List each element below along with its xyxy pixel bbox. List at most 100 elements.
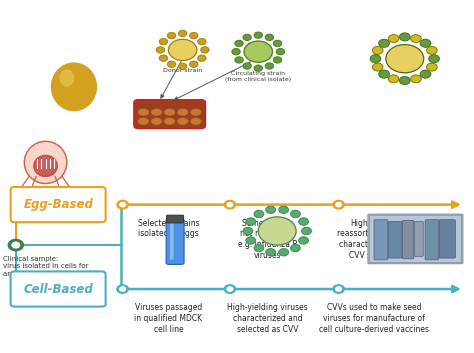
Circle shape xyxy=(243,227,253,234)
FancyBboxPatch shape xyxy=(388,221,402,258)
Circle shape xyxy=(265,63,273,69)
FancyBboxPatch shape xyxy=(414,221,423,256)
Ellipse shape xyxy=(152,119,161,124)
Text: High-yielding viruses
characterized and
selected as CVV: High-yielding viruses characterized and … xyxy=(228,303,308,334)
Circle shape xyxy=(167,61,175,67)
Circle shape xyxy=(373,47,383,54)
Circle shape xyxy=(420,70,431,78)
Circle shape xyxy=(224,201,236,209)
FancyBboxPatch shape xyxy=(374,220,388,260)
Circle shape xyxy=(370,55,381,62)
Circle shape xyxy=(198,55,206,61)
Text: Cell-Based: Cell-Based xyxy=(24,282,93,295)
Circle shape xyxy=(265,34,273,40)
Text: CVVs used to make seed
viruses for manufacture of
cell culture-derived vaccines: CVVs used to make seed viruses for manuf… xyxy=(319,303,429,334)
Circle shape xyxy=(198,39,206,44)
FancyBboxPatch shape xyxy=(134,100,205,128)
Circle shape xyxy=(291,210,300,217)
Circle shape xyxy=(244,41,273,62)
Text: Viruses passaged
in qualified MDCK
cell line: Viruses passaged in qualified MDCK cell … xyxy=(135,303,202,334)
Circle shape xyxy=(179,30,187,36)
Circle shape xyxy=(179,64,187,70)
Circle shape xyxy=(232,49,240,55)
Circle shape xyxy=(243,34,251,40)
Ellipse shape xyxy=(165,119,174,124)
Circle shape xyxy=(117,201,128,209)
Text: Egg-Based: Egg-Based xyxy=(23,198,93,211)
Circle shape xyxy=(156,47,164,53)
Circle shape xyxy=(427,63,437,71)
Ellipse shape xyxy=(178,119,188,124)
FancyBboxPatch shape xyxy=(166,219,184,264)
Ellipse shape xyxy=(139,119,148,124)
Circle shape xyxy=(201,47,209,53)
Ellipse shape xyxy=(52,63,96,110)
Circle shape xyxy=(379,70,389,78)
Text: Donor strain: Donor strain xyxy=(163,67,202,72)
Circle shape xyxy=(120,203,126,207)
Circle shape xyxy=(273,41,282,46)
Ellipse shape xyxy=(24,141,67,184)
Circle shape xyxy=(266,206,275,213)
Circle shape xyxy=(420,40,431,47)
Circle shape xyxy=(333,201,344,209)
Text: Some viruses
not reassorted
e.g. influenza B
viruses: Some viruses not reassorted e.g. influen… xyxy=(238,219,298,260)
FancyBboxPatch shape xyxy=(368,214,463,264)
Circle shape xyxy=(235,41,243,46)
Circle shape xyxy=(299,237,308,244)
Circle shape xyxy=(190,61,198,67)
Circle shape xyxy=(12,242,19,248)
Circle shape xyxy=(117,285,128,293)
Circle shape xyxy=(258,217,296,245)
Circle shape xyxy=(168,40,197,60)
Circle shape xyxy=(379,40,389,47)
Circle shape xyxy=(299,218,308,225)
Circle shape xyxy=(159,39,167,44)
FancyBboxPatch shape xyxy=(170,223,173,259)
Circle shape xyxy=(336,287,341,291)
Ellipse shape xyxy=(165,109,174,115)
Circle shape xyxy=(302,227,311,234)
Circle shape xyxy=(411,35,421,42)
Circle shape xyxy=(266,249,275,256)
Circle shape xyxy=(411,75,421,83)
Circle shape xyxy=(279,249,288,256)
Circle shape xyxy=(227,203,233,207)
Circle shape xyxy=(254,210,264,217)
Circle shape xyxy=(120,287,126,291)
Circle shape xyxy=(224,285,236,293)
Circle shape xyxy=(279,206,288,213)
Circle shape xyxy=(333,285,344,293)
Text: Circulating strain
(from clinical isolate): Circulating strain (from clinical isolat… xyxy=(225,71,292,82)
Circle shape xyxy=(167,32,175,38)
Circle shape xyxy=(427,47,437,54)
Circle shape xyxy=(429,55,439,62)
Circle shape xyxy=(336,203,341,207)
Circle shape xyxy=(235,57,243,63)
Ellipse shape xyxy=(178,109,188,115)
Circle shape xyxy=(400,77,410,84)
Ellipse shape xyxy=(191,119,201,124)
FancyBboxPatch shape xyxy=(425,220,439,260)
Ellipse shape xyxy=(191,109,201,115)
Circle shape xyxy=(8,239,23,251)
Circle shape xyxy=(190,32,198,38)
Ellipse shape xyxy=(60,70,73,86)
Text: Clinical sample:
virus isolated in cells for
antigenic characterizaion: Clinical sample: virus isolated in cells… xyxy=(3,256,92,277)
Circle shape xyxy=(276,49,284,55)
Circle shape xyxy=(373,63,383,71)
Circle shape xyxy=(227,287,233,291)
Circle shape xyxy=(159,55,167,61)
Ellipse shape xyxy=(34,155,57,176)
Circle shape xyxy=(246,237,255,244)
FancyBboxPatch shape xyxy=(10,271,106,307)
Text: Selected strains
isolated in eggs: Selected strains isolated in eggs xyxy=(137,219,199,238)
Circle shape xyxy=(388,75,399,83)
Circle shape xyxy=(243,63,251,69)
Circle shape xyxy=(386,44,424,73)
Circle shape xyxy=(388,35,399,42)
FancyBboxPatch shape xyxy=(166,215,183,223)
Circle shape xyxy=(400,33,410,41)
FancyBboxPatch shape xyxy=(439,220,456,258)
Ellipse shape xyxy=(152,109,161,115)
